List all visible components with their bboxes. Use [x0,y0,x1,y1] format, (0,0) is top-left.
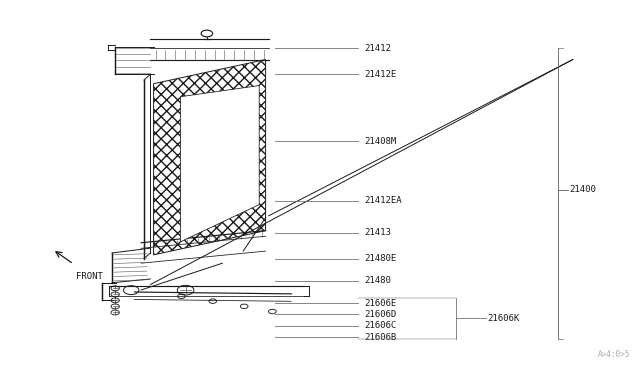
Text: 21480: 21480 [365,276,392,285]
Text: 21400: 21400 [570,185,596,194]
Text: 21408M: 21408M [365,137,397,146]
Polygon shape [154,60,266,255]
Text: 21606D: 21606D [365,310,397,319]
Polygon shape [180,86,259,242]
Text: 21412EA: 21412EA [365,196,403,205]
Text: 21480E: 21480E [365,254,397,263]
Text: 21412: 21412 [365,44,392,53]
Text: 21412E: 21412E [365,70,397,79]
Text: 21606E: 21606E [365,299,397,308]
Text: 21413: 21413 [365,228,392,237]
Text: 21606B: 21606B [365,333,397,342]
Text: A>4:0>5: A>4:0>5 [598,350,630,359]
Text: 21606K: 21606K [488,314,520,323]
Text: FRONT: FRONT [76,272,102,280]
Text: 21606C: 21606C [365,321,397,330]
